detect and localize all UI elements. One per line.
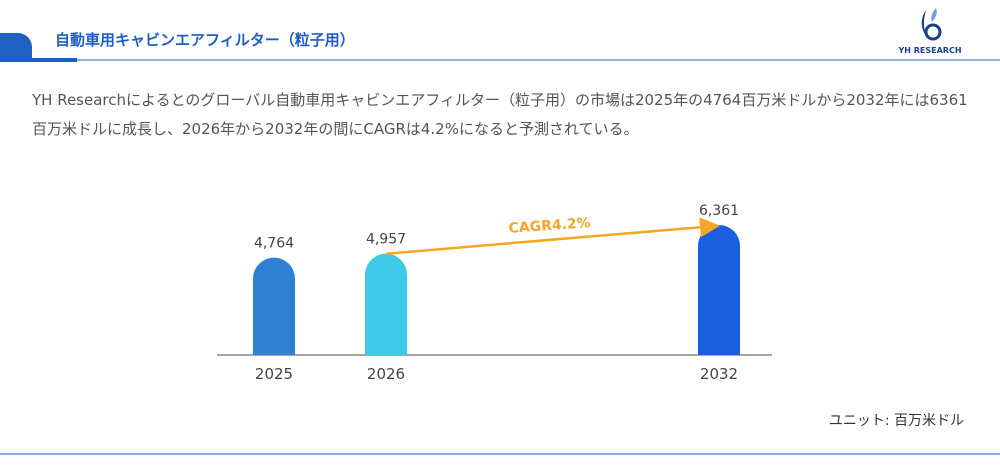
category-label: 2025 — [255, 365, 293, 383]
footer-divider — [0, 453, 1000, 455]
unit-label: ユニット: 百万米ドル — [828, 413, 964, 429]
yh-research-logo: YH RESEARCH — [895, 6, 965, 55]
page-title: 自動車用キャビンエアフィルター（粒子用） — [55, 31, 355, 49]
cagr-arrow — [385, 217, 720, 255]
header-divider — [77, 59, 1000, 61]
value-label: 4,957 — [366, 232, 406, 248]
value-label: 6,361 — [699, 203, 739, 219]
value-label: 4,764 — [254, 236, 294, 252]
bar-2026 — [365, 253, 407, 355]
cagr-label: CAGR4.2% — [508, 215, 591, 237]
logo-text: YH RESEARCH — [898, 46, 962, 55]
market-description: YH Researchによるとのグローバル自動車用キャビンエアフィルター（粒子用… — [32, 91, 968, 138]
header-tab-marker — [0, 33, 32, 60]
category-label: 2026 — [367, 365, 405, 383]
bar-2025 — [253, 257, 295, 355]
header-divider-accent — [0, 58, 77, 62]
bar-2032 — [698, 225, 740, 355]
category-label: 2032 — [700, 365, 738, 383]
logo-mark-icon — [921, 8, 942, 41]
